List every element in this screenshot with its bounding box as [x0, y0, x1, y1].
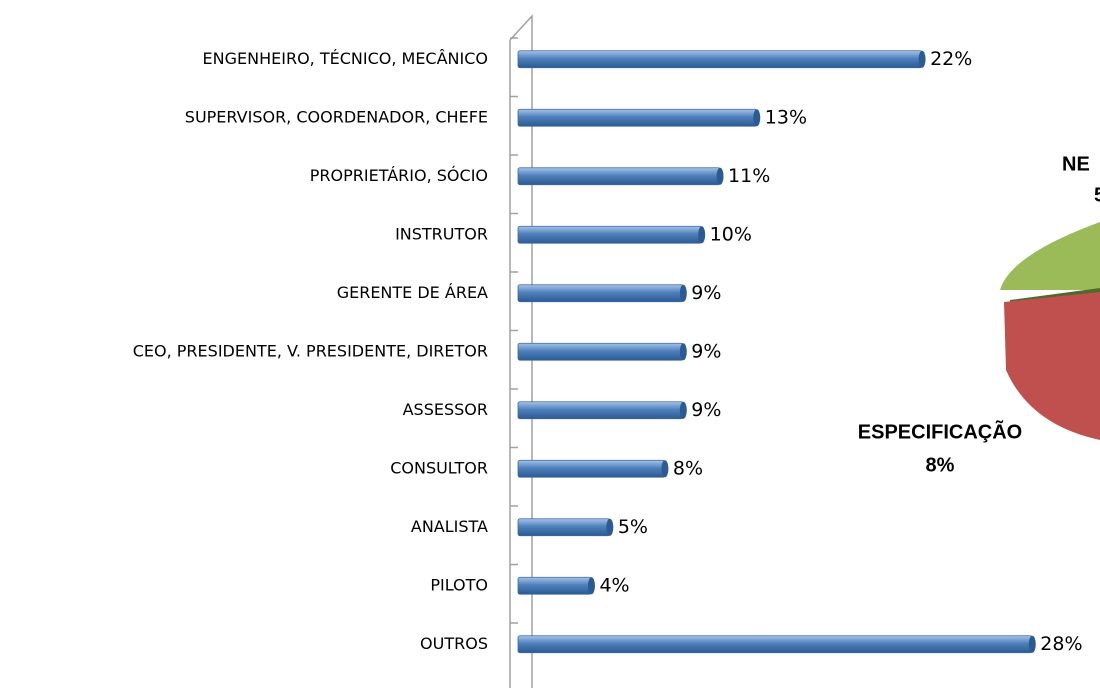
bar-cap: [679, 343, 687, 361]
value-label: 13%: [765, 106, 807, 128]
category-label: ASSESSOR: [403, 400, 488, 419]
pie-label: NE: [1062, 153, 1090, 175]
bar: [517, 576, 592, 595]
category-label: GERENTE DE ÁREA: [337, 283, 488, 302]
bar: [517, 284, 684, 303]
category-label: OUTROS: [420, 634, 488, 653]
category-label: ENGENHEIRO, TÉCNICO, MECÂNICO: [203, 49, 488, 68]
pie-slice: [1000, 222, 1100, 290]
value-label: 10%: [710, 223, 752, 245]
bar-cap: [606, 518, 614, 536]
bar: [517, 225, 703, 244]
category-label: CEO, PRESIDENTE, V. PRESIDENTE, DIRETOR: [133, 341, 488, 360]
value-label: 9%: [691, 399, 721, 421]
bar-cap: [661, 460, 669, 478]
bar: [517, 108, 758, 127]
value-label: 4%: [599, 574, 629, 596]
bar: [517, 635, 1033, 654]
bar-cap: [587, 577, 595, 595]
value-label: 5%: [618, 516, 648, 538]
pie-label: ESPECIFICAÇÃO: [858, 420, 1022, 443]
category-label: PILOTO: [430, 575, 488, 594]
pie-slice-edge: [1010, 288, 1100, 302]
value-label: 11%: [728, 165, 770, 187]
category-label: PROPRIETÁRIO, SÓCIO: [310, 166, 488, 185]
bar-cap: [1028, 635, 1036, 653]
category-label: ANALISTA: [411, 517, 488, 536]
bar-cap: [918, 50, 926, 68]
bar: [517, 518, 611, 537]
value-label: 28%: [1040, 633, 1082, 655]
bar-cap: [679, 401, 687, 419]
bar-cap: [716, 167, 724, 185]
bar: [517, 167, 721, 186]
bar-cap: [698, 226, 706, 244]
category-label: CONSULTOR: [390, 458, 488, 477]
value-label: 9%: [691, 340, 721, 362]
pie-value-label: 5: [1094, 184, 1100, 206]
bar: [517, 342, 684, 361]
category-label: SUPERVISOR, COORDENADOR, CHEFE: [185, 107, 488, 126]
pie-value-label: 8%: [926, 454, 955, 476]
value-label: 8%: [673, 457, 703, 479]
bar: [517, 459, 666, 478]
bar-cap: [679, 284, 687, 302]
value-label: 9%: [691, 282, 721, 304]
pie-slice: [1004, 292, 1100, 440]
bar: [517, 50, 923, 69]
bar: [517, 401, 684, 420]
category-label: INSTRUTOR: [395, 224, 488, 243]
value-label: 22%: [930, 48, 972, 70]
bar-cap: [753, 109, 761, 127]
